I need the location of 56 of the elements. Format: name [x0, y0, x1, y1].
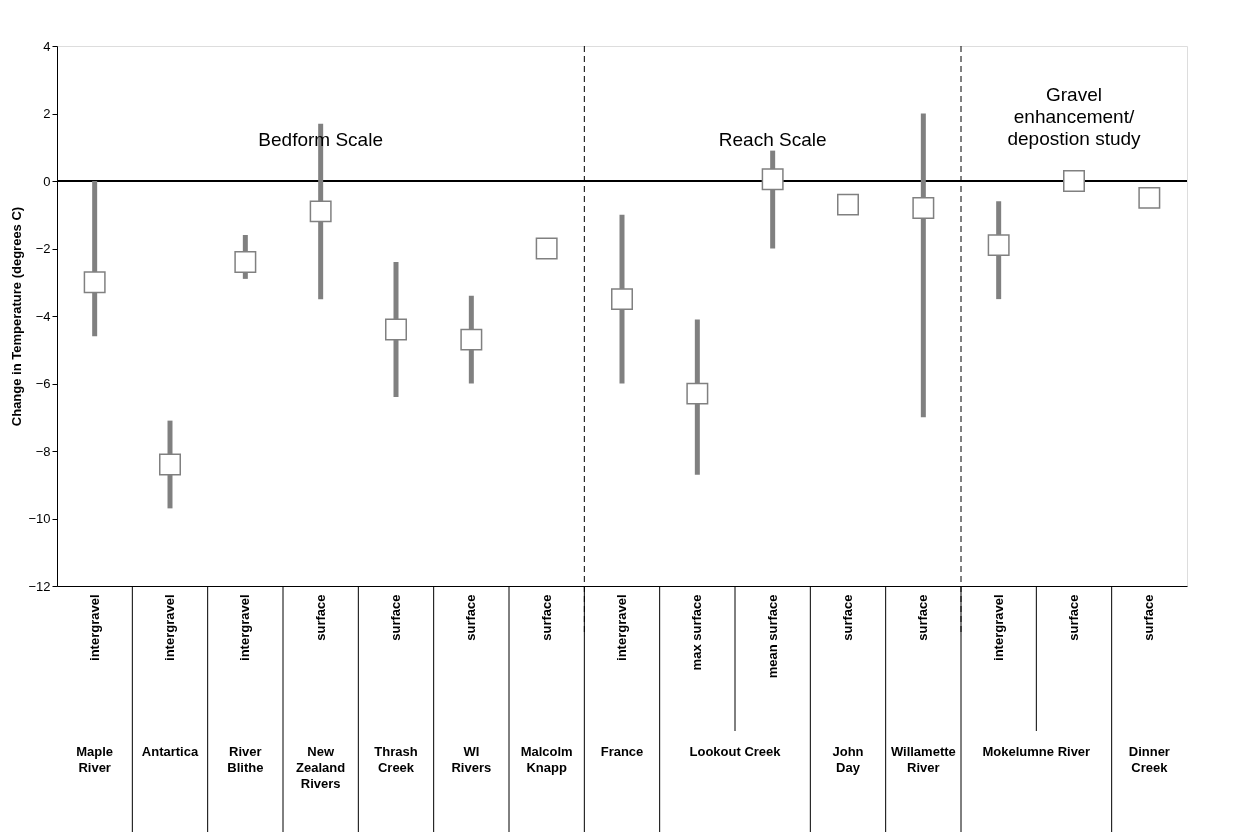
- x-tick-label: surface: [312, 594, 328, 641]
- point: [159, 453, 181, 476]
- y-tick-label: −10: [28, 511, 51, 526]
- y-tick-label: 4: [43, 38, 51, 54]
- x-tick-label: intergravel: [86, 594, 102, 661]
- annotation: Reach Scale: [718, 129, 827, 150]
- point: [987, 234, 1010, 257]
- text: Lookout Creek: [689, 744, 782, 759]
- x-tick-label: intergravel: [990, 594, 1006, 661]
- text: WI Rivers: [451, 744, 492, 775]
- y-tick-label: 2: [43, 106, 51, 121]
- point: [686, 382, 709, 405]
- point: [535, 237, 558, 260]
- text: John Day: [832, 744, 864, 775]
- y-tick-label: −4: [35, 308, 51, 324]
- point: [761, 168, 784, 191]
- x-tick-label: surface: [1066, 594, 1081, 641]
- point: [1138, 186, 1161, 209]
- text: Dinner Creek: [1128, 744, 1170, 775]
- x-tick-label: intergravel: [162, 594, 177, 661]
- y-tick-label: −12: [28, 578, 51, 594]
- text: Thrash Creek: [374, 744, 418, 775]
- text: Willamette River: [890, 744, 956, 775]
- text: New Zealand Rivers: [296, 744, 346, 791]
- y-tick-label: −2: [35, 241, 51, 256]
- x-tick-label: intergravel: [237, 594, 253, 661]
- annotation: Bedform Scale: [258, 129, 383, 150]
- x-tick-label: surface: [388, 594, 403, 641]
- x-tick-label: surface: [915, 594, 931, 641]
- point: [1063, 170, 1085, 192]
- point: [234, 251, 257, 273]
- y-axis-title: Change in Temperature (degrees C): [9, 206, 25, 427]
- x-tick-label: surface: [463, 594, 479, 641]
- x-tick-label: max surface: [689, 594, 705, 671]
- point: [385, 318, 407, 341]
- y-tick-label: −6: [35, 376, 51, 391]
- text: Maple River: [76, 744, 114, 775]
- point: [83, 271, 106, 294]
- point: [309, 200, 332, 223]
- x-tick-label: surface: [1141, 594, 1157, 641]
- y-tick-label: −8: [35, 443, 51, 459]
- text: River Blithe: [227, 744, 264, 775]
- y-tick-label: 0: [43, 173, 51, 189]
- x-tick-label: surface: [840, 594, 855, 641]
- point: [611, 288, 633, 311]
- x-tick-label: intergravel: [614, 594, 629, 661]
- text: Malcolm Knapp: [520, 744, 573, 775]
- text: Mokelumne River: [982, 744, 1091, 759]
- x-tick-label: mean surface: [764, 594, 780, 679]
- point: [837, 193, 859, 216]
- point: [460, 328, 483, 351]
- annotation: Gravel enhancement/ depostion study: [1007, 84, 1142, 149]
- text: France: [600, 744, 644, 759]
- text: Antartica: [141, 744, 199, 759]
- x-tick-label: surface: [538, 594, 554, 641]
- point: [912, 197, 935, 219]
